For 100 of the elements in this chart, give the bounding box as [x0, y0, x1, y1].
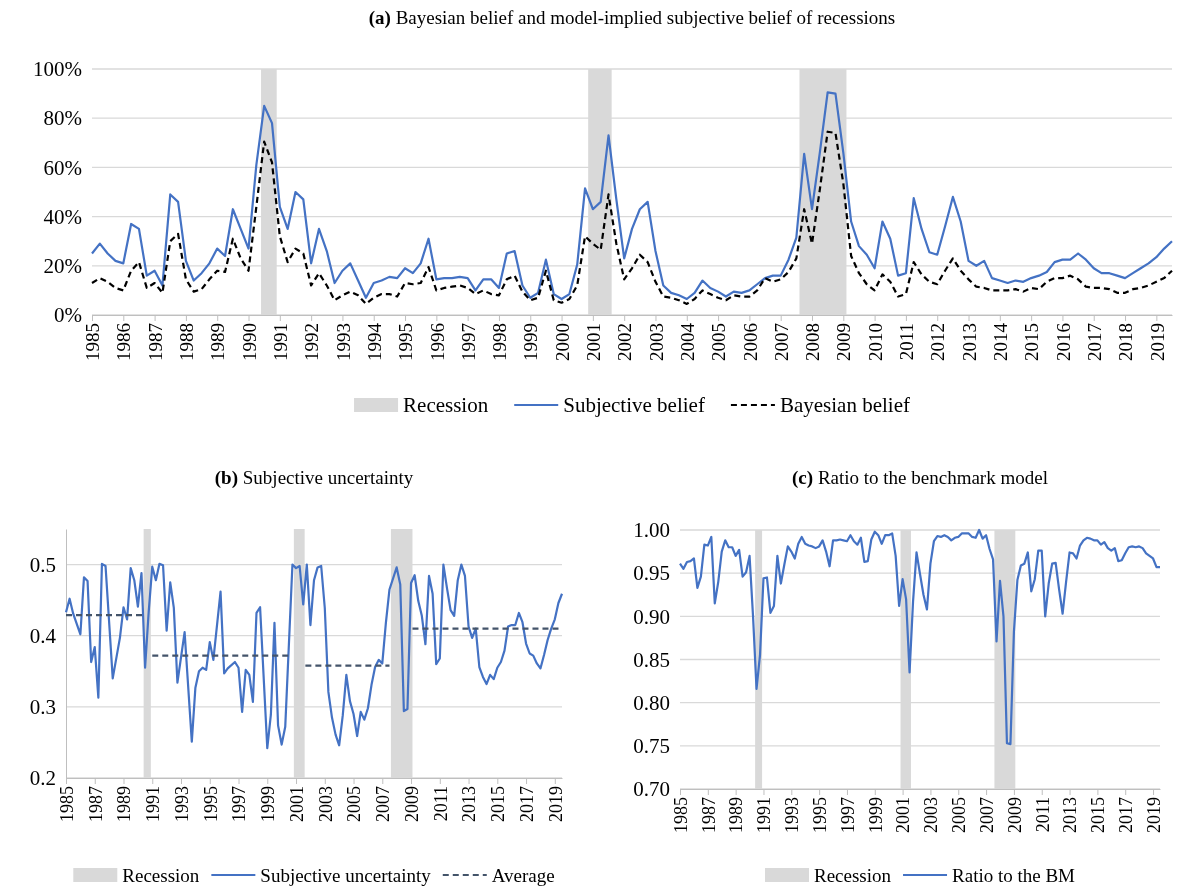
legend-label: Recession [122, 864, 200, 886]
x-tick-label: 2003 [645, 323, 667, 361]
x-tick-label: 2013 [459, 786, 480, 822]
x-tick-label: 2008 [802, 323, 824, 361]
x-tick-label: 2003 [921, 797, 942, 833]
chart-title: (a) Bayesian belief and model-implied subjective belief of recessions [368, 7, 896, 29]
y-tick-label: 0.80 [633, 690, 670, 715]
x-tick-label: 1995 [200, 786, 221, 822]
y-tick-label: 0.90 [633, 604, 670, 629]
x-tick-label: 1987 [144, 323, 166, 361]
x-tick-label: 2001 [893, 797, 914, 833]
x-tick-label: 2001 [583, 323, 605, 361]
x-tick-label: 2015 [488, 786, 509, 822]
x-tick-label: 2004 [676, 322, 698, 361]
x-tick-label: 2011 [896, 323, 918, 361]
x-tick-label: 2011 [1032, 797, 1053, 833]
y-tick-label: 0.75 [633, 734, 670, 759]
x-tick-label: 2014 [989, 322, 1011, 361]
legend-label: Ratio to the BM [952, 864, 1076, 886]
x-tick-label: 2005 [344, 786, 365, 822]
x-tick-label: 2006 [739, 323, 761, 361]
x-tick-label: 2002 [614, 323, 636, 361]
x-tick-label: 1995 [809, 797, 830, 833]
x-tick-label: 2007 [373, 786, 394, 822]
x-tick-label: 1999 [865, 797, 886, 833]
x-tick-label: 1999 [520, 323, 542, 361]
x-tick-label: 2013 [1060, 797, 1081, 833]
y-tick-label: 40% [43, 204, 82, 229]
x-tick-label: 2009 [1004, 797, 1025, 833]
x-tick-label: 2010 [864, 323, 886, 361]
chart-title: (c) Ratio to the benchmark model [792, 467, 1048, 489]
x-tick-label: 1991 [269, 323, 291, 361]
x-tick-label: 1995 [395, 323, 417, 361]
x-tick-label: 2009 [401, 786, 422, 822]
chart-title: (b) Subjective uncertainty [214, 467, 414, 489]
x-tick-label: 1998 [489, 323, 511, 361]
x-tick-label: 1991 [143, 786, 164, 822]
x-tick-label: 1987 [85, 786, 106, 822]
line-series [90, 130, 1174, 306]
x-tick-label: 2007 [976, 797, 997, 833]
y-tick-label: 100% [33, 57, 82, 82]
line-series [64, 562, 564, 750]
x-tick-label: 2019 [545, 786, 566, 822]
y-tick-label: 0.95 [633, 561, 670, 586]
x-tick-label: 2011 [430, 786, 451, 822]
legend-label: Recession [813, 864, 892, 886]
x-tick-label: 2019 [1143, 797, 1164, 833]
x-tick-label: 1997 [229, 786, 250, 822]
x-tick-label: 2015 [1021, 323, 1043, 361]
x-tick-label: 2017 [1083, 323, 1105, 361]
y-tick-label: 0.85 [633, 647, 670, 672]
x-tick-label: 1990 [238, 323, 260, 361]
x-tick-label: 1997 [837, 797, 858, 833]
line-series [678, 528, 1162, 746]
y-tick-label: 0.70 [633, 777, 670, 802]
y-tick-label: 0% [54, 303, 82, 328]
y-tick-label: 1.00 [633, 518, 670, 543]
x-tick-label: 1993 [332, 323, 354, 361]
x-tick-label: 2001 [286, 786, 307, 822]
x-tick-label: 2007 [770, 323, 792, 361]
y-tick-label: 80% [43, 106, 82, 131]
x-tick-label: 2017 [1116, 797, 1137, 833]
y-tick-label: 20% [43, 254, 82, 279]
x-tick-label: 1989 [114, 786, 135, 822]
x-tick-label: 1996 [426, 323, 448, 361]
x-tick-label: 1986 [113, 323, 135, 361]
x-tick-label: 1988 [176, 323, 198, 361]
x-tick-label: 1991 [754, 797, 775, 833]
x-tick-label: 1992 [301, 323, 323, 361]
x-tick-label: 1987 [698, 797, 719, 833]
x-tick-label: 2015 [1088, 797, 1109, 833]
x-tick-label: 1985 [56, 786, 77, 822]
legend-label: Recession [403, 393, 489, 418]
x-tick-label: 1993 [171, 786, 192, 822]
y-tick-label: 0.3 [29, 695, 56, 720]
x-tick-label: 2016 [1052, 323, 1074, 361]
x-tick-label: 1989 [726, 797, 747, 833]
x-tick-label: 1994 [363, 322, 385, 361]
y-tick-label: 0.4 [29, 623, 57, 648]
x-tick-label: 1989 [207, 323, 229, 361]
y-tick-label: 0.5 [29, 552, 56, 577]
legend-label: Subjective belief [563, 393, 705, 418]
x-tick-label: 2000 [551, 323, 573, 361]
x-tick-label: 1993 [782, 797, 803, 833]
x-tick-label: 1985 [670, 797, 691, 833]
x-tick-label: 2017 [516, 786, 537, 822]
line-series [90, 91, 1174, 301]
x-tick-label: 1997 [457, 323, 479, 361]
x-tick-label: 1985 [82, 323, 104, 361]
legend-label: Bayesian belief [779, 393, 910, 418]
x-tick-label: 2013 [958, 323, 980, 361]
x-tick-label: 2005 [949, 797, 970, 833]
y-tick-label: 60% [43, 155, 82, 180]
x-tick-label: 2003 [315, 786, 336, 822]
x-tick-label: 2009 [833, 323, 855, 361]
x-tick-label: 2005 [708, 323, 730, 361]
legend-label: Average [491, 864, 555, 886]
legend-label: Subjective uncertainty [260, 864, 432, 886]
y-tick-label: 0.2 [29, 766, 56, 791]
x-tick-label: 2018 [1115, 323, 1137, 361]
